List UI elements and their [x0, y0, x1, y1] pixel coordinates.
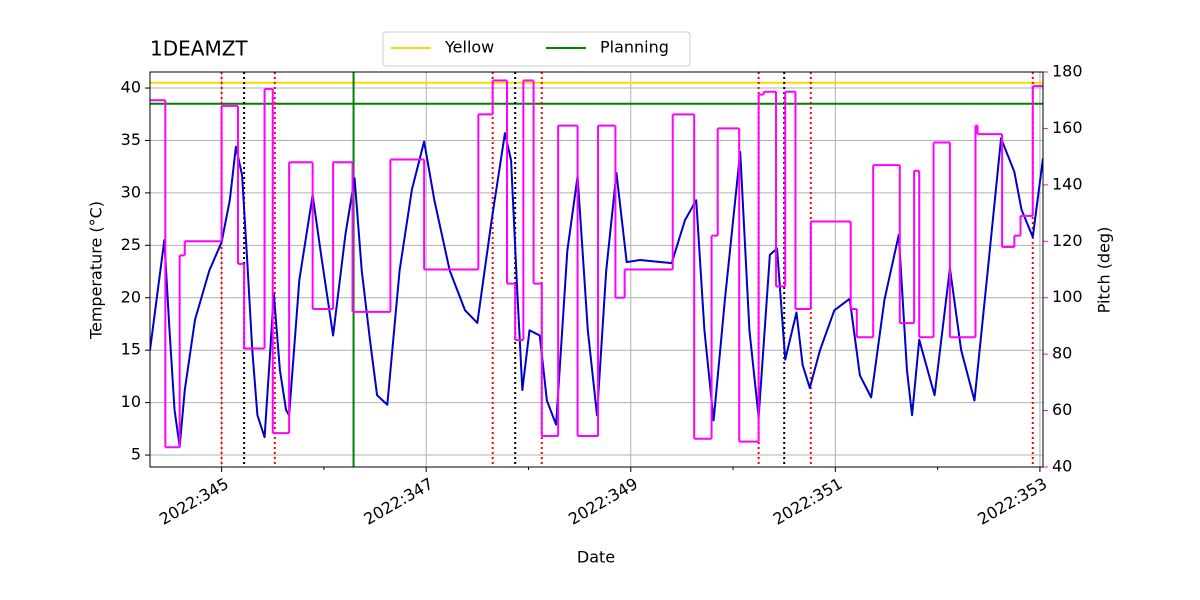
y-axis-label: Temperature (°C): [87, 201, 106, 340]
y-tick-label: 5: [131, 445, 141, 464]
y2-tick-label: 60: [1052, 400, 1072, 419]
axes-frame: [149, 71, 1044, 468]
y2-tick-label: 80: [1052, 344, 1072, 363]
y2-tick-label: 100: [1052, 287, 1083, 306]
y-tick-label: 35: [121, 130, 141, 149]
y2-tick-label: 40: [1052, 457, 1072, 476]
y-tick-label: 30: [121, 182, 141, 201]
y-tick-label: 15: [121, 340, 141, 359]
y2-tick-label: 180: [1052, 62, 1083, 81]
y2-axis-label: Pitch (deg): [1095, 227, 1114, 314]
y2-tick-label: 160: [1052, 118, 1083, 137]
plot-area: [150, 72, 1043, 467]
y-tick-label: 10: [121, 392, 141, 411]
legend-label: Yellow: [444, 38, 494, 57]
chart-title: 1DEAMZT: [150, 37, 248, 61]
legend-label: Planning: [600, 38, 669, 57]
temperature-line: [150, 132, 1043, 448]
y2-tick-label: 120: [1052, 231, 1083, 250]
y-tick-label: 20: [121, 287, 141, 306]
legend: [382, 31, 691, 67]
y2-tick-label: 140: [1052, 174, 1083, 193]
y-tick-label: 25: [121, 235, 141, 254]
x-axis-label: Date: [577, 548, 615, 567]
y-tick-label: 40: [121, 78, 141, 97]
legend-entries: Yellow Planning: [391, 38, 669, 57]
